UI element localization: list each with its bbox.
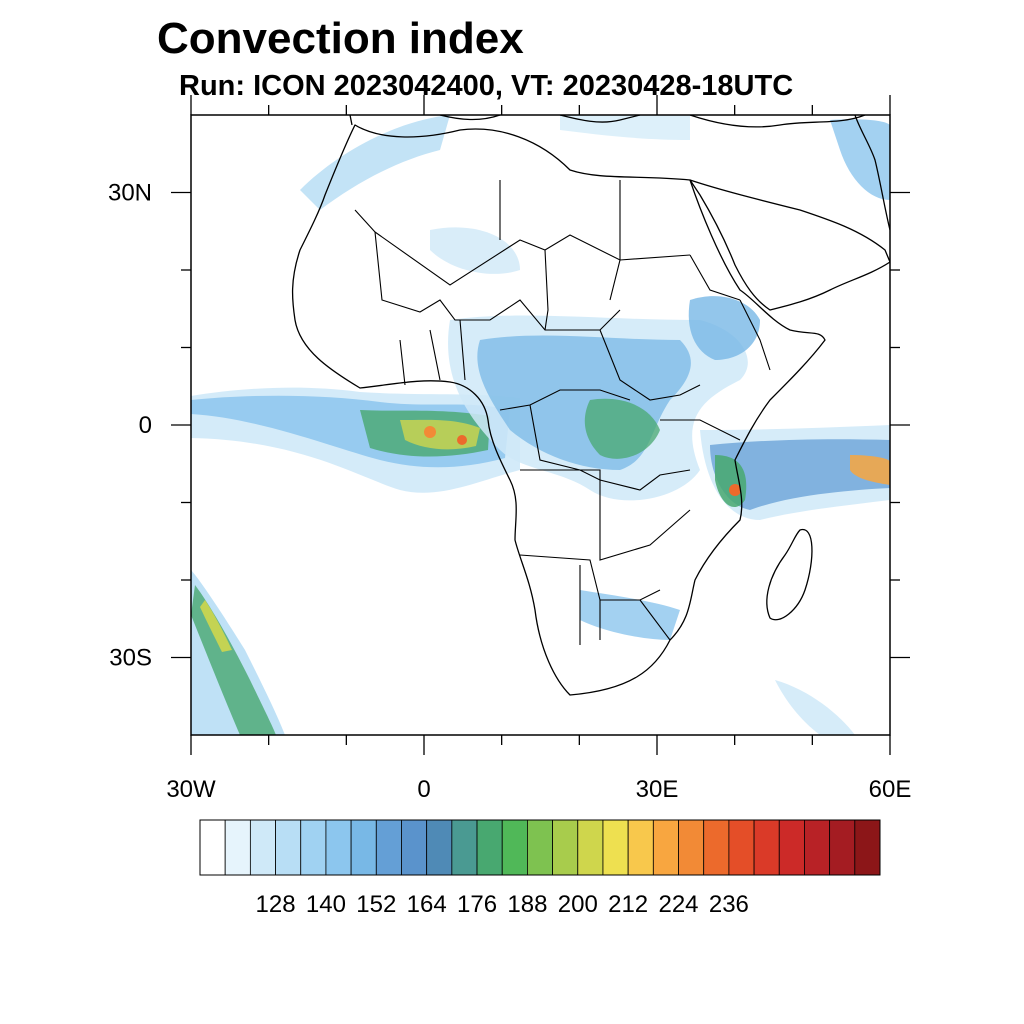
colorbar: 128 140 152 164 176 188 200 212 224 236 xyxy=(199,819,881,918)
x-tick-label: 60E xyxy=(869,776,912,803)
chart-subtitle: Run: ICON 2023042400, VT: 20230428-18UTC xyxy=(179,70,794,102)
colorbar-swatch xyxy=(199,819,226,876)
arabian-peninsula-coastline xyxy=(854,115,890,231)
colorbar-tick-label: 152 xyxy=(356,891,396,918)
x-tick-label: 0 xyxy=(417,776,430,803)
colorbar-tick-label: 164 xyxy=(407,891,447,918)
colorbar-tick-label: 200 xyxy=(558,891,598,918)
colorbar-swatch xyxy=(426,819,453,876)
colorbar-swatch xyxy=(728,819,755,876)
colorbar-swatch xyxy=(275,819,302,876)
colorbar-swatch xyxy=(778,819,805,876)
colorbar-swatch xyxy=(527,819,553,876)
colorbar-swatch xyxy=(804,819,831,876)
colorbar-tick-label: 176 xyxy=(457,891,497,918)
axis-tick-labels: 30W 0 30E 60E 30N 0 30S xyxy=(108,180,911,804)
colorbar-swatch xyxy=(249,819,276,876)
madagascar-coastline xyxy=(766,529,813,621)
convection-field xyxy=(191,115,890,735)
colorbar-swatch xyxy=(476,819,503,876)
central-africa-green xyxy=(584,398,660,459)
colorbar-swatch xyxy=(501,819,528,876)
y-tick-label: 0 xyxy=(139,412,152,439)
sahel-patch xyxy=(430,227,520,274)
x-tick-label: 30E xyxy=(636,776,679,803)
southwest-asia-coastline xyxy=(689,115,866,128)
ethiopia-convection xyxy=(688,296,760,360)
y-tick-label: 30N xyxy=(108,180,152,207)
colorbar-tick-label: 188 xyxy=(507,891,547,918)
x-tick-label: 30W xyxy=(166,776,216,803)
colorbar-tick-label: 140 xyxy=(306,891,346,918)
north-africa-streak xyxy=(300,115,450,210)
coastline-layer xyxy=(291,115,890,696)
colorbar-swatch xyxy=(678,819,705,876)
colorbar-swatch xyxy=(829,819,856,876)
chart-title: Convection index xyxy=(157,14,524,63)
colorbar-swatch xyxy=(602,819,629,876)
colorbar-swatch xyxy=(350,819,377,876)
southern-ocean-streak xyxy=(775,680,855,735)
colorbar-swatch xyxy=(451,819,478,876)
colorbar-swatch xyxy=(627,819,654,876)
colorbar-swatch xyxy=(753,819,780,876)
south-atlantic-band-light xyxy=(191,570,285,735)
colorbar-swatch xyxy=(401,819,428,876)
indian-ocean-hot xyxy=(850,455,890,485)
colorbar-swatch xyxy=(703,819,730,876)
southern-africa-patch xyxy=(580,590,680,640)
european-coastline xyxy=(349,115,641,126)
axis-ticks xyxy=(171,95,910,755)
colorbar-swatch xyxy=(652,819,679,876)
y-tick-label: 30S xyxy=(109,645,152,672)
colorbar-tick-label: 128 xyxy=(256,891,296,918)
colorbar-frame xyxy=(199,819,881,876)
colorbar-swatch xyxy=(854,819,881,876)
colorbar-tick-label: 212 xyxy=(608,891,648,918)
colorbar-swatch xyxy=(375,819,402,876)
east-africa-mid xyxy=(710,439,890,510)
border-layer xyxy=(354,180,771,645)
colorbar-swatch xyxy=(224,819,251,876)
middle-east-streak xyxy=(830,119,890,200)
colorbar-swatch xyxy=(577,819,604,876)
africa-coastline xyxy=(291,124,826,696)
colorbar-swatch xyxy=(552,819,579,876)
arabia-coastline xyxy=(689,179,890,311)
colorbar-tick-label: 224 xyxy=(658,891,698,918)
colorbar-tick-label: 236 xyxy=(709,891,749,918)
colorbar-swatch xyxy=(300,819,327,876)
colorbar-swatch xyxy=(325,819,352,876)
